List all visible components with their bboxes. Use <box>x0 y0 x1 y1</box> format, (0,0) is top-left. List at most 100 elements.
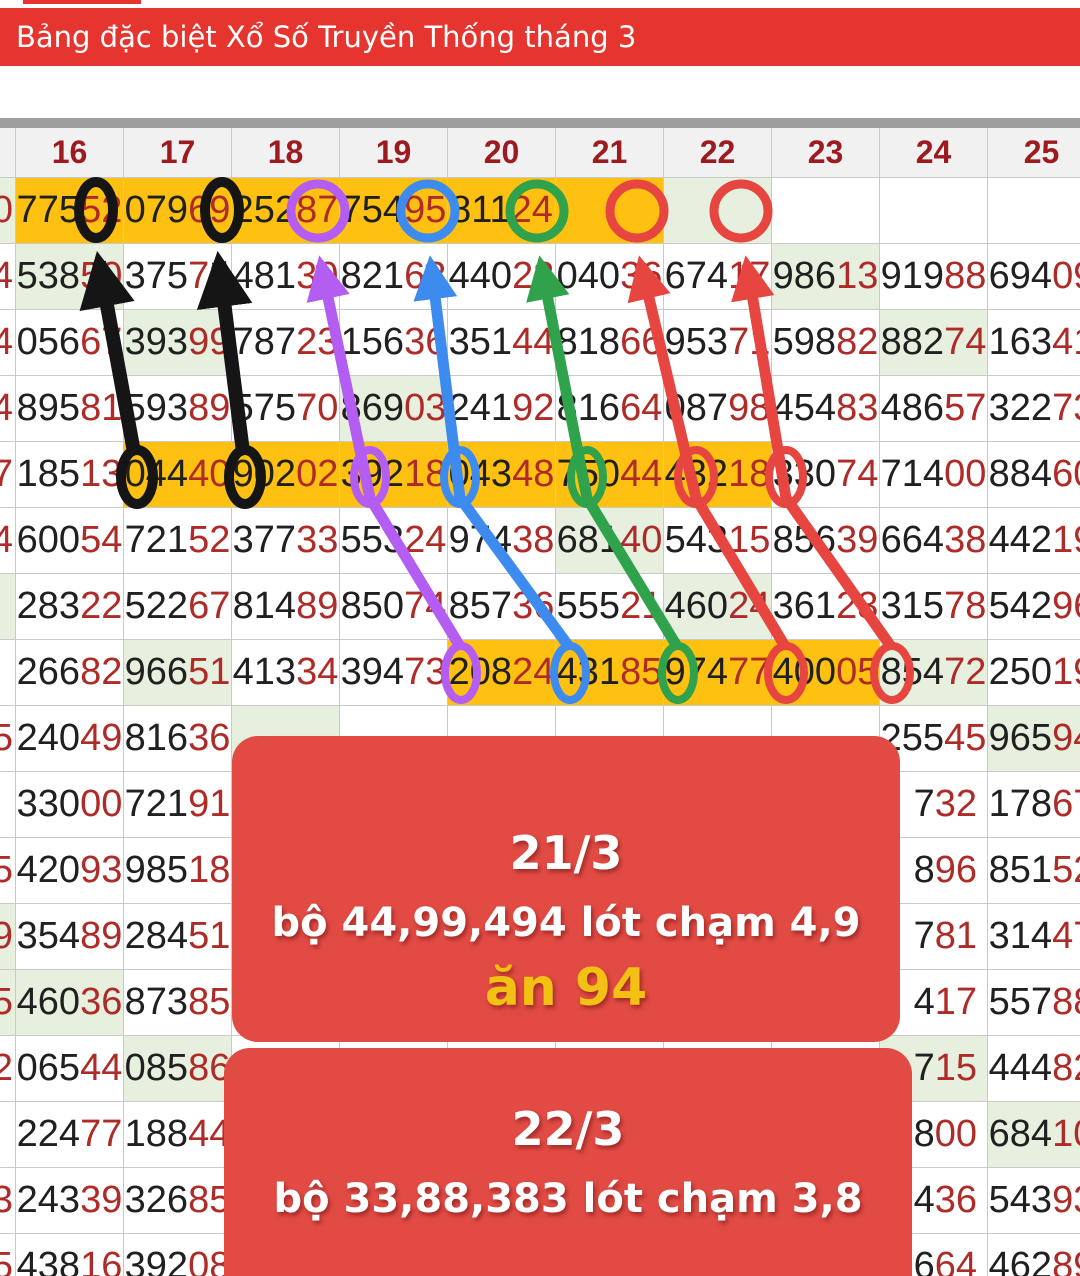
cell-c19-r3: 156 36 <box>340 310 448 376</box>
clipped-cell: 5 <box>0 1234 16 1276</box>
cell-c21-r6: 681 40 <box>556 508 664 574</box>
page-title: Bảng đặc biệt Xổ Số Truyền Thống tháng 3 <box>16 20 637 54</box>
cell-c20-r5: 043 48 <box>448 442 556 508</box>
cell-c25-r7: 54296 <box>988 574 1080 640</box>
cell-c25-r12: 31447 <box>988 904 1080 970</box>
cell-c20-r6: 974 38 <box>448 508 556 574</box>
horizontal-scrollbar[interactable] <box>0 118 1080 128</box>
col-header-17: 17 <box>124 128 232 178</box>
cell-c23-r1 <box>772 178 880 244</box>
cell-c20-r8: 208 24 <box>448 640 556 706</box>
cell-c20-r1: 811 24 <box>448 178 556 244</box>
clipped-cell: 7 <box>0 442 16 508</box>
col-header-25: 25 <box>988 128 1080 178</box>
prediction-win: ăn 94 <box>484 958 648 1018</box>
cell-c25-r4: 32273 <box>988 376 1080 442</box>
cell-c19-r1: 754 95 <box>340 178 448 244</box>
cell-c16-r10: 330 00 <box>16 772 124 838</box>
cell-c17-r7: 522 67 <box>124 574 232 640</box>
cell-c18-r8: 413 34 <box>232 640 340 706</box>
clipped-cell <box>0 574 16 640</box>
prediction-text: bộ 33,88,383 lót chạm 3,8 <box>273 1176 863 1222</box>
cell-c24-r4: 486 57 <box>880 376 988 442</box>
cell-c17-r5: 044 40 <box>124 442 232 508</box>
clipped-cell: 4 <box>0 376 16 442</box>
cell-c17-r10: 721 91 <box>124 772 232 838</box>
clipped-cell: 5 <box>0 706 16 772</box>
cell-c25-r1 <box>988 178 1080 244</box>
clipped-cell: 5 <box>0 970 16 1036</box>
clipped-cell: 0 <box>0 178 16 244</box>
cell-c19-r8: 394 73 <box>340 640 448 706</box>
cell-c22-r2: 674 17 <box>664 244 772 310</box>
clipped-cell: 4 <box>0 310 16 376</box>
cell-c22-r4: 087 98 <box>664 376 772 442</box>
cell-c20-r7: 857 36 <box>448 574 556 640</box>
cell-c24-r2: 919 88 <box>880 244 988 310</box>
cell-c24-r6: 664 38 <box>880 508 988 574</box>
cell-c17-r6: 721 52 <box>124 508 232 574</box>
clipped-header-cell <box>0 128 16 178</box>
top-streak <box>23 0 141 4</box>
cell-c17-r17: 392 08 <box>124 1234 232 1276</box>
cell-c16-r2: 538 50 <box>16 244 124 310</box>
cell-c25-r10: 17867 <box>988 772 1080 838</box>
table-row-5: 7185130444090202392180434875044432183307… <box>0 442 1080 508</box>
prediction-date: 22/3 <box>511 1102 625 1156</box>
cell-c16-r16: 243 39 <box>16 1168 124 1234</box>
cell-c16-r9: 240 49 <box>16 706 124 772</box>
cell-c23-r6: 856 39 <box>772 508 880 574</box>
cell-c16-r15: 224 77 <box>16 1102 124 1168</box>
cell-c21-r2: 040 36 <box>556 244 664 310</box>
cell-c18-r1: 252 87 <box>232 178 340 244</box>
col-header-16: 16 <box>16 128 124 178</box>
cell-c23-r5: 330 74 <box>772 442 880 508</box>
cell-c16-r1: 775 52 <box>16 178 124 244</box>
cell-c17-r1: 079 69 <box>124 178 232 244</box>
table-row-1: 07755207969252877549581124 <box>0 178 1080 244</box>
cell-c25-r16: 54393 <box>988 1168 1080 1234</box>
cell-c21-r7: 555 21 <box>556 574 664 640</box>
cell-c16-r12: 354 89 <box>16 904 124 970</box>
cell-c19-r7: 850 74 <box>340 574 448 640</box>
cell-c21-r5: 750 44 <box>556 442 664 508</box>
cell-c18-r7: 814 89 <box>232 574 340 640</box>
cell-c24-r3: 882 74 <box>880 310 988 376</box>
cell-c17-r12: 284 51 <box>124 904 232 970</box>
clipped-cell <box>0 640 16 706</box>
cell-c16-r3: 056 67 <box>16 310 124 376</box>
cell-c25-r5: 88460 <box>988 442 1080 508</box>
table-row-2: 4538503757348130821634402304036674179861… <box>0 244 1080 310</box>
clipped-cell: 2 <box>0 1036 16 1102</box>
table-row-6: 4600547215237733553249743868140543158563… <box>0 508 1080 574</box>
cell-c20-r4: 241 92 <box>448 376 556 442</box>
cell-c25-r9: 96594 <box>988 706 1080 772</box>
prediction-text: bộ 44,99,494 lót chạm 4,9 <box>271 900 861 946</box>
cell-c16-r14: 065 44 <box>16 1036 124 1102</box>
cell-c17-r11: 985 18 <box>124 838 232 904</box>
cell-c16-r8: 266 82 <box>16 640 124 706</box>
cell-c25-r2: 69409 <box>988 244 1080 310</box>
col-header-24: 24 <box>880 128 988 178</box>
cell-c16-r13: 460 36 <box>16 970 124 1036</box>
col-header-20: 20 <box>448 128 556 178</box>
cell-c23-r4: 454 83 <box>772 376 880 442</box>
cell-c25-r11: 85152 <box>988 838 1080 904</box>
cell-c22-r7: 460 24 <box>664 574 772 640</box>
cell-c25-r15: 68410 <box>988 1102 1080 1168</box>
clipped-cell <box>0 772 16 838</box>
cell-c16-r17: 438 16 <box>16 1234 124 1276</box>
table-header-row: 16 17 18 19 20 21 22 23 24 25 <box>0 128 1080 178</box>
prediction-box-22-3: 22/3 bộ 33,88,383 lót chạm 3,8 <box>224 1048 912 1276</box>
cell-c21-r1 <box>556 178 664 244</box>
banner: Bảng đặc biệt Xổ Số Truyền Thống tháng 3 <box>0 8 1080 66</box>
cell-c25-r13: 55788 <box>988 970 1080 1036</box>
cell-c17-r3: 393 99 <box>124 310 232 376</box>
table-row-7: 283 22 522 67 814 89 850 74 857 36 555 21 460 24 361 23… <box>0 574 1080 640</box>
cell-c18-r4: 575 70 <box>232 376 340 442</box>
cell-c16-r4: 895 81 <box>16 376 124 442</box>
cell-c23-r2: 986 13 <box>772 244 880 310</box>
cell-c20-r3: 351 44 <box>448 310 556 376</box>
cell-c16-r5: 185 13 <box>16 442 124 508</box>
